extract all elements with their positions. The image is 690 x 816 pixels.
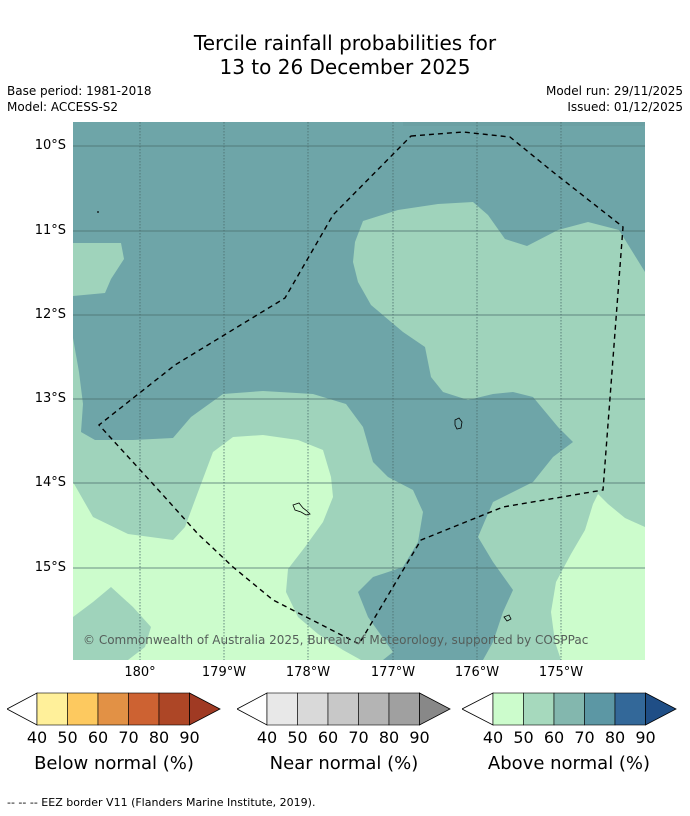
island-central [292, 502, 311, 516]
eez-border [97, 131, 624, 645]
region-above-40-50-southeast [551, 494, 645, 660]
lat-label-15s: 15°S [34, 560, 66, 575]
lon-label-178w: 178°W [285, 665, 331, 680]
tick-label: 80 [148, 728, 170, 747]
lon-label-177w: 177°W [370, 665, 416, 680]
lon-label-175w: 175°W [538, 665, 584, 680]
tick-label: 70 [574, 728, 595, 747]
tick-label: 60 [87, 728, 109, 747]
map-credit: © Commonwealth of Australia 2025, Bureau… [83, 633, 589, 647]
longitude-gridlines [139, 122, 562, 660]
tick-label: 90 [179, 728, 200, 747]
model-name: Model: ACCESS-S2 [7, 100, 119, 114]
lon-label-179w: 179°W [201, 665, 247, 680]
colorbar-above-normal [461, 691, 678, 731]
probability-map[interactable] [73, 122, 645, 660]
colorbar-below-normal [6, 691, 221, 731]
tick-label: 40 [26, 728, 48, 747]
lon-label-176w: 176°W [454, 665, 500, 680]
region-above-40-50-south [73, 435, 361, 660]
tick-label: 70 [348, 728, 369, 747]
tick-label: 50 [57, 728, 78, 747]
region-above-50-60-southwest-patch [73, 587, 151, 660]
tick-label: 90 [635, 728, 656, 747]
eez-footnote: -- -- -- EEZ border V11 (Flanders Marine… [7, 796, 316, 809]
colorbar-below-label: Below normal (%) [34, 753, 194, 774]
island-tokelau [454, 417, 463, 430]
top-strip-region [403, 122, 645, 126]
tick-label: 60 [543, 728, 565, 747]
tick-label: 80 [378, 728, 400, 747]
lat-label-14s: 14°S [34, 475, 66, 490]
latitude-gridlines [73, 145, 645, 569]
colorbar-above-label: Above normal (%) [487, 753, 651, 774]
meta-right: Model run: 29/11/2025 Issued: 01/12/2025 [546, 83, 683, 115]
colorbar-near-normal-svg [236, 692, 451, 726]
tick-label: 60 [317, 728, 339, 747]
colorbar-near-label: Near normal (%) [269, 753, 419, 774]
region-above-50-60-east [353, 202, 645, 660]
tick-label: 70 [118, 728, 139, 747]
lat-label-12s: 12°S [34, 307, 66, 322]
region-above-50-60-west [73, 243, 124, 296]
map-svg [73, 122, 645, 660]
colorbar-near-normal [236, 691, 451, 731]
lat-label-13s: 13°S [34, 391, 66, 406]
base-period: Base period: 1981-2018 [7, 84, 152, 98]
lat-label-10s: 10°S [34, 138, 66, 153]
island-dot [97, 211, 99, 213]
colorbar-below-normal-svg [6, 692, 221, 726]
island-south [503, 614, 512, 622]
model-run: Model run: 29/11/2025 [545, 84, 683, 98]
tick-label: 40 [256, 728, 278, 747]
lat-label-11s: 11°S [34, 223, 66, 238]
title-line-1: Tercile rainfall probabilities for [193, 31, 497, 55]
tick-label: 50 [513, 728, 534, 747]
tick-label: 90 [409, 728, 430, 747]
lon-label-180: 180° [124, 665, 156, 680]
tick-label: 80 [604, 728, 626, 747]
tick-label: 50 [287, 728, 308, 747]
tick-label: 40 [482, 728, 504, 747]
issued-date: Issued: 01/12/2025 [567, 100, 683, 114]
map-title: Tercile rainfall probabilities for 13 to… [0, 31, 690, 79]
colorbar-above-normal-svg [461, 692, 677, 726]
meta-left: Base period: 1981-2018 Model: ACCESS-S2 [7, 83, 152, 115]
title-line-2: 13 to 26 December 2025 [219, 55, 471, 79]
